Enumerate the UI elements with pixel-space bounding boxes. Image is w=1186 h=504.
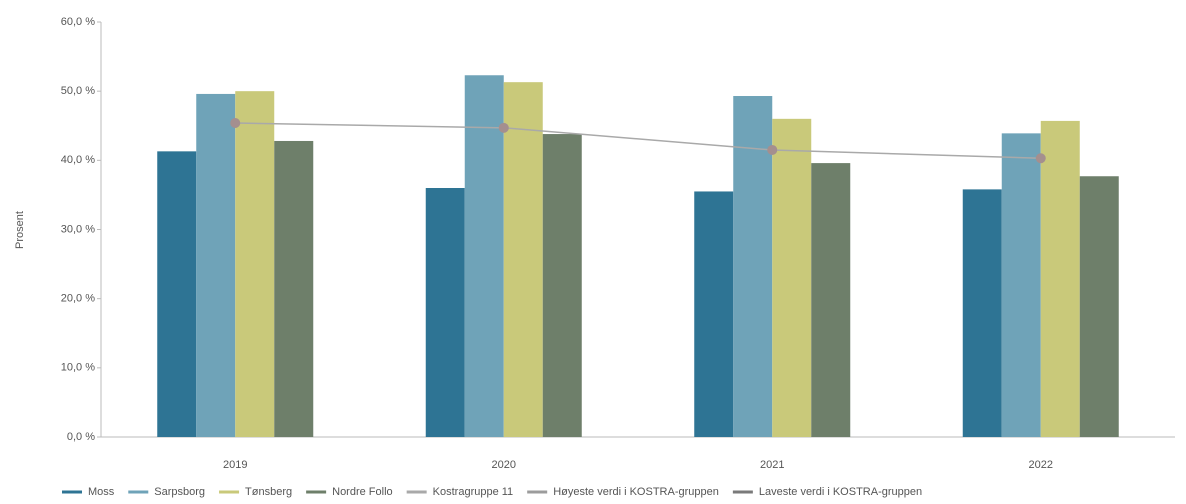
y-tick-label: 60,0 % [61, 16, 95, 28]
line-marker [498, 122, 509, 133]
bar [772, 118, 812, 437]
bar [1079, 176, 1119, 437]
legend-label: Høyeste verdi i KOSTRA-gruppen [553, 486, 719, 498]
y-tick-label: 50,0 % [61, 85, 95, 97]
legend-label: Kostragruppe 11 [433, 486, 514, 498]
line-marker [1035, 153, 1046, 164]
bar [811, 163, 851, 437]
x-tick-label: 2019 [223, 459, 247, 471]
line-marker [767, 144, 778, 155]
legend-label: Tønsberg [245, 486, 292, 498]
bar [962, 189, 1002, 437]
bar [733, 96, 773, 437]
y-tick-label: 30,0 % [61, 223, 95, 235]
bar [274, 140, 314, 437]
bar [464, 75, 504, 437]
bar [542, 134, 582, 438]
y-tick-label: 10,0 % [61, 362, 95, 374]
x-tick-label: 2022 [1029, 459, 1053, 471]
legend-label: Nordre Follo [332, 486, 393, 498]
x-tick-label: 2020 [492, 459, 516, 471]
bar [503, 82, 543, 438]
y-tick-label: 20,0 % [61, 293, 95, 305]
bar [196, 93, 236, 437]
legend-label: Sarpsborg [154, 486, 205, 498]
legend-label: Laveste verdi i KOSTRA-gruppen [759, 486, 922, 498]
y-tick-label: 40,0 % [61, 154, 95, 166]
x-tick-label: 2021 [760, 459, 784, 471]
bar [157, 151, 197, 437]
bar [694, 191, 734, 437]
bar [425, 188, 465, 437]
bar [235, 91, 275, 438]
line [235, 122, 1041, 160]
bar [1001, 133, 1041, 437]
y-axis-label: Prosent [14, 211, 26, 249]
line-marker [230, 117, 241, 128]
legend-label: Moss [88, 486, 115, 498]
bar [1040, 120, 1080, 438]
y-tick-label: 0,0 % [67, 431, 95, 443]
